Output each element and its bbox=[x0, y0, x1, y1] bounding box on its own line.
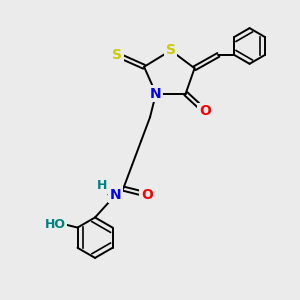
Text: HO: HO bbox=[45, 218, 66, 231]
Text: H: H bbox=[97, 179, 108, 192]
Text: O: O bbox=[141, 188, 153, 202]
Text: S: S bbox=[166, 44, 176, 57]
Text: S: S bbox=[112, 48, 122, 62]
Text: O: O bbox=[199, 104, 211, 118]
Text: N: N bbox=[150, 86, 162, 100]
Text: N: N bbox=[110, 188, 122, 202]
